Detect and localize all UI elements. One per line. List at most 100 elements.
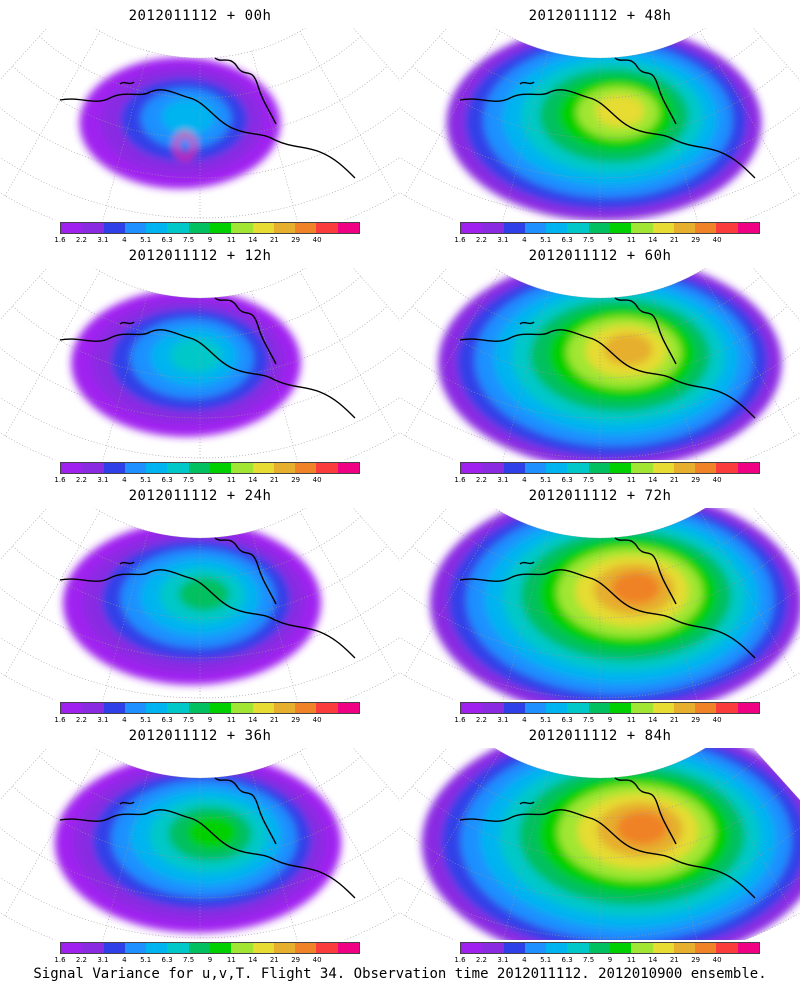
colorbar-swatch [295,943,317,953]
colorbar-tick-label: 9 [207,236,213,244]
colorbar-swatch [695,223,717,233]
colorbar-swatch [61,463,83,473]
colorbar-swatch [609,703,632,713]
colorbar-tick-label: 3.1 [97,716,109,724]
colorbar-swatch [82,703,104,713]
colorbar-tick-label: 29 [291,956,301,964]
colorbar-tick-label: 9 [607,236,613,244]
colorbar-swatch [695,703,717,713]
colorbar-swatch [482,703,504,713]
colorbar-swatch [231,463,253,473]
panel-title: 2012011112 + 36h [128,728,272,744]
colorbar-tick-label: 5.1 [140,956,152,964]
colorbar-tick-label: 3.1 [97,476,109,484]
colorbar-tick-label: 9 [207,476,213,484]
colorbar-tick-label: 40 [312,956,322,964]
colorbar-tick-label: 9 [207,716,213,724]
colorbar-swatch [188,943,210,953]
colorbar-tick-label: 2.2 [75,716,87,724]
colorbar-labels: 1.6 2.2 3.1 4 5.1 6.3 7.5 9 11 14 21 29 40 [54,476,360,486]
colorbar-tick-label: 2.2 [75,956,87,964]
colorbar-swatch [316,943,338,953]
colorbar-swatch [103,223,125,233]
colorbar-labels: 1.6 2.2 3.1 4 5.1 6.3 7.5 9 11 14 21 29 40 [54,236,360,246]
colorbar-tick-label: 4 [522,956,527,964]
colorbar-swatch [546,223,568,233]
panel-title: 2012011112 + 60h [528,248,672,264]
colorbar-swatch [124,703,147,713]
colorbar-tick-label: 29 [691,476,701,484]
colorbar-swatch [124,223,147,233]
colorbar-swatch [146,463,168,473]
colorbar-swatch [273,703,296,713]
colorbar-tick-label: 2.2 [75,236,87,244]
colorbar-swatch [209,703,232,713]
colorbar-tick-label: 40 [712,236,722,244]
colorbar-swatch [61,943,83,953]
colorbar-swatch [146,703,168,713]
colorbar-tick-label: 1.6 [454,956,466,964]
panel-title: 2012011112 + 00h [128,8,272,24]
colorbar-tick-label: 5.1 [540,956,552,964]
coastline [59,57,356,179]
colorbar-swatch [337,703,359,713]
colorbar-swatch [695,943,717,953]
colorbar-tick-label: 6.3 [561,476,573,484]
colorbar-swatch [252,223,274,233]
colorbar [60,942,360,954]
colorbar-swatch [503,943,525,953]
colorbar-swatch [61,223,83,233]
colorbar-swatch [631,223,653,233]
colorbar-swatch [673,943,696,953]
colorbar-tick-label: 11 [226,716,236,724]
variance-field [421,748,800,940]
colorbar-tick-label: 1.6 [54,236,66,244]
map-panel: 2012011112 + 00h 1.6 2.2 3.1 4 5.1 6.3 7.5 9 11 14… [0,0,400,244]
colorbar-swatch [567,463,589,473]
colorbar-swatch [461,703,483,713]
colorbar [60,702,360,714]
colorbar-tick-label: 7.5 [583,236,595,244]
panel-title: 2012011112 + 24h [128,488,272,504]
variance-field [79,57,281,189]
colorbar-tick-label: 4 [122,236,127,244]
panel-title: 2012011112 + 12h [128,248,272,264]
map-panel: 2012011112 + 72h 1.6 2.2 3.1 4 5.1 6.3 7.5 9 11 14… [400,480,800,724]
variance-field [71,289,301,437]
colorbar-tick-label: 4 [122,956,127,964]
colorbar-swatch [231,703,253,713]
colorbar-swatch [524,223,547,233]
colorbar-tick-label: 6.3 [161,236,173,244]
colorbar-swatch [503,703,525,713]
colorbar-tick-label: 21 [669,956,679,964]
colorbar-swatch [461,463,483,473]
variance-map [400,748,800,940]
colorbar-tick-label: 3.1 [497,236,509,244]
colorbar-swatch [61,703,83,713]
colorbar-tick-label: 29 [691,236,701,244]
colorbar-tick-label: 2.2 [475,956,487,964]
colorbar-swatch [503,223,525,233]
colorbar-tick-label: 5.1 [140,476,152,484]
colorbar-tick-label: 14 [248,476,258,484]
colorbar-swatch [652,703,674,713]
colorbar-tick-label: 40 [312,476,322,484]
map-panel: 2012011112 + 36h 1.6 2.2 3.1 4 5.1 6.3 7.5 9 11 14… [0,720,400,964]
colorbar-tick-label: 1.6 [454,236,466,244]
colorbar-tick-label: 14 [248,716,258,724]
colorbar-tick-label: 4 [522,476,527,484]
colorbar-tick-label: 7.5 [183,956,195,964]
colorbar-swatch [209,463,232,473]
colorbar-tick-label: 1.6 [54,956,66,964]
colorbar-swatch [609,223,632,233]
colorbar [460,462,760,474]
colorbar-swatch [82,943,104,953]
colorbar-tick-label: 3.1 [497,716,509,724]
colorbar-tick-label: 21 [669,476,679,484]
colorbar-labels: 1.6 2.2 3.1 4 5.1 6.3 7.5 9 11 14 21 29 40 [454,476,760,486]
colorbar-tick-label: 21 [269,956,279,964]
colorbar-tick-label: 11 [626,476,636,484]
colorbar-swatch [546,943,568,953]
variance-map [0,508,400,700]
colorbar-tick-label: 11 [626,716,636,724]
